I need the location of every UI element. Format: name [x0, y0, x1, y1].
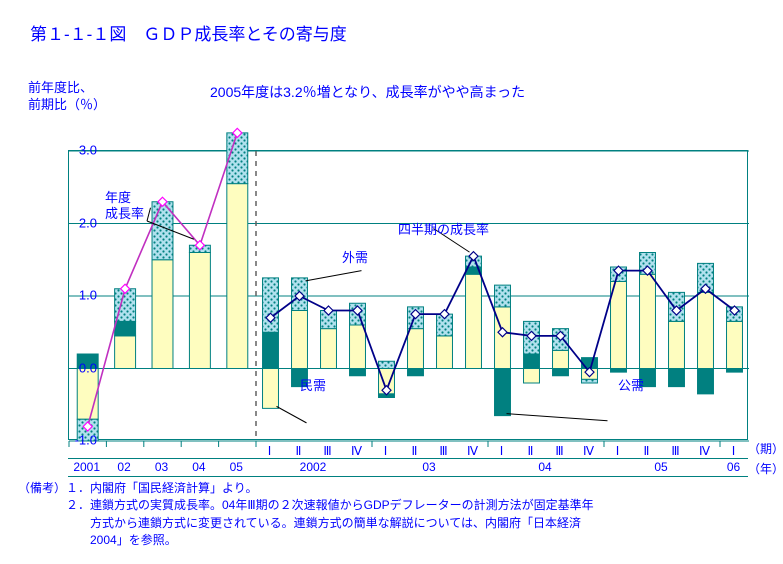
y-tick: 3.0 — [47, 143, 97, 158]
quarter-year-label: 05 — [654, 460, 667, 474]
x-label-bottom-sep — [68, 476, 748, 477]
y-tick: 1.0 — [47, 288, 97, 303]
minju-label: 民需 — [300, 378, 326, 394]
chart-subtitle: 2005年度は3.2％増となり、成長率がやや高まった — [210, 82, 525, 102]
quarter-period-label: Ⅲ — [323, 444, 331, 458]
kouju-label: 公需 — [618, 378, 644, 394]
x-label-row-sep — [68, 458, 748, 459]
quarter-year-label: 06 — [727, 460, 740, 474]
quarter-period-label: Ⅱ — [296, 444, 302, 458]
quarter-period-label: Ⅱ — [644, 444, 650, 458]
quarter-period-label: Ⅱ — [528, 444, 534, 458]
chart-svg — [69, 151, 749, 441]
quarter-period-label: Ⅰ — [500, 444, 504, 458]
annual-year-label: 02 — [117, 460, 130, 474]
quarter-period-label: Ⅲ — [439, 444, 447, 458]
quarter-period-label: Ⅳ — [467, 444, 478, 458]
footnotes: （備考）１．内閣府「国民経済計算」より。 ２．連鎖方式の実質成長率。04年Ⅲ期の… — [18, 480, 758, 550]
quarter-period-label: Ⅰ — [384, 444, 388, 458]
quarter-period-label: Ⅳ — [583, 444, 594, 458]
quarter-year-label: 2002 — [300, 460, 327, 474]
quarter-period-label: Ⅱ — [412, 444, 418, 458]
quarterly-growth-label: 四半期の成長率 — [398, 222, 489, 238]
quarter-period-label: Ⅳ — [351, 444, 362, 458]
annual-year-label: 04 — [192, 460, 205, 474]
annual-year-label: 03 — [155, 460, 168, 474]
quarter-period-label: Ⅳ — [699, 444, 710, 458]
quarter-period-label: Ⅲ — [671, 444, 679, 458]
y-axis-label: 前年度比、 前期比（％） — [28, 80, 106, 114]
quarter-year-label: 03 — [422, 460, 435, 474]
quarter-year-label: 04 — [538, 460, 551, 474]
y-tick: 0.0 — [47, 360, 97, 375]
annual-year-label: 2001 — [73, 460, 100, 474]
quarter-period-label: Ⅰ — [268, 444, 272, 458]
annual-growth-label: 年度 成長率 — [105, 190, 144, 221]
y-tick: 2.0 — [47, 215, 97, 230]
quarter-period-label: Ⅲ — [555, 444, 563, 458]
gaiju-label: 外需 — [342, 250, 368, 266]
axis-period-caption: （期） — [748, 440, 783, 457]
chart-title: 第１‐１‐１図 ＧＤＰ成長率とその寄与度 — [30, 20, 347, 45]
quarter-period-label: Ⅰ — [732, 444, 736, 458]
chart-plot-area — [68, 150, 748, 440]
annual-year-label: 05 — [230, 460, 243, 474]
quarter-period-label: Ⅰ — [616, 444, 620, 458]
y-tick: -1.0 — [47, 433, 97, 448]
axis-year-caption: （年） — [748, 460, 783, 477]
